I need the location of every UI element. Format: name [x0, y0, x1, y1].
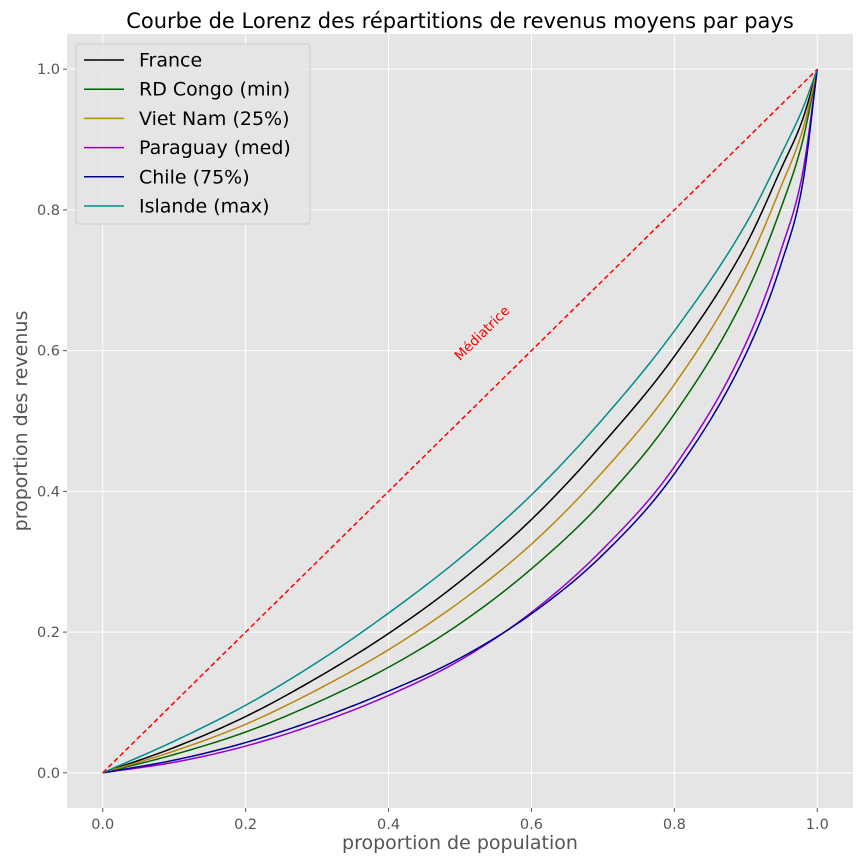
x-tick-label: 1.0: [806, 817, 829, 833]
axis-ticks: 0.0 0.2 0.4 0.6 0.8 1.0 0.0 0.2 0.4 0.6 0.8 1.0: [37, 62, 829, 833]
series-line-4: [102, 69, 819, 774]
chart-title: Courbe de Lorenz des répartitions de rev…: [126, 9, 794, 33]
y-tick-label: 0.0: [37, 766, 60, 782]
y-axis-title: proportion des revenus: [10, 311, 32, 532]
x-tick-label: 0.2: [234, 817, 257, 833]
y-tick-label: 1.0: [37, 62, 60, 78]
legend-box: [75, 43, 311, 225]
legend-label-5: Islande (max): [139, 196, 269, 218]
legend-label-2: Viet Nam (25%): [139, 108, 290, 130]
series-line-1: [102, 69, 819, 774]
grid-lines: [67, 34, 853, 808]
x-tick-label: 0.4: [377, 817, 400, 833]
mediatrice-line: [102, 68, 818, 774]
x-tick-label: 0.8: [663, 817, 686, 833]
x-tick-label: 0.6: [520, 817, 543, 833]
x-axis-title: proportion de population: [342, 832, 578, 854]
series-line-3: [102, 69, 819, 774]
legend-label-0: France: [139, 50, 202, 72]
y-tick-label: 0.8: [37, 203, 60, 219]
series-line-0: [102, 68, 818, 774]
legend-label-3: Paraguay (med): [139, 137, 291, 159]
data-series: [102, 68, 819, 774]
y-tick-label: 0.6: [37, 344, 60, 360]
series-line-5: [102, 68, 818, 774]
x-tick-label: 0.0: [91, 817, 114, 833]
y-tick-label: 0.4: [37, 484, 60, 500]
y-tick-label: 0.2: [37, 625, 60, 641]
legend-label-4: Chile (75%): [139, 166, 250, 188]
series-line-2: [102, 69, 819, 774]
legend-label-1: RD Congo (min): [139, 79, 290, 101]
legend: France RD Congo (min) Viet Nam (25%) Paragu…: [75, 43, 311, 225]
